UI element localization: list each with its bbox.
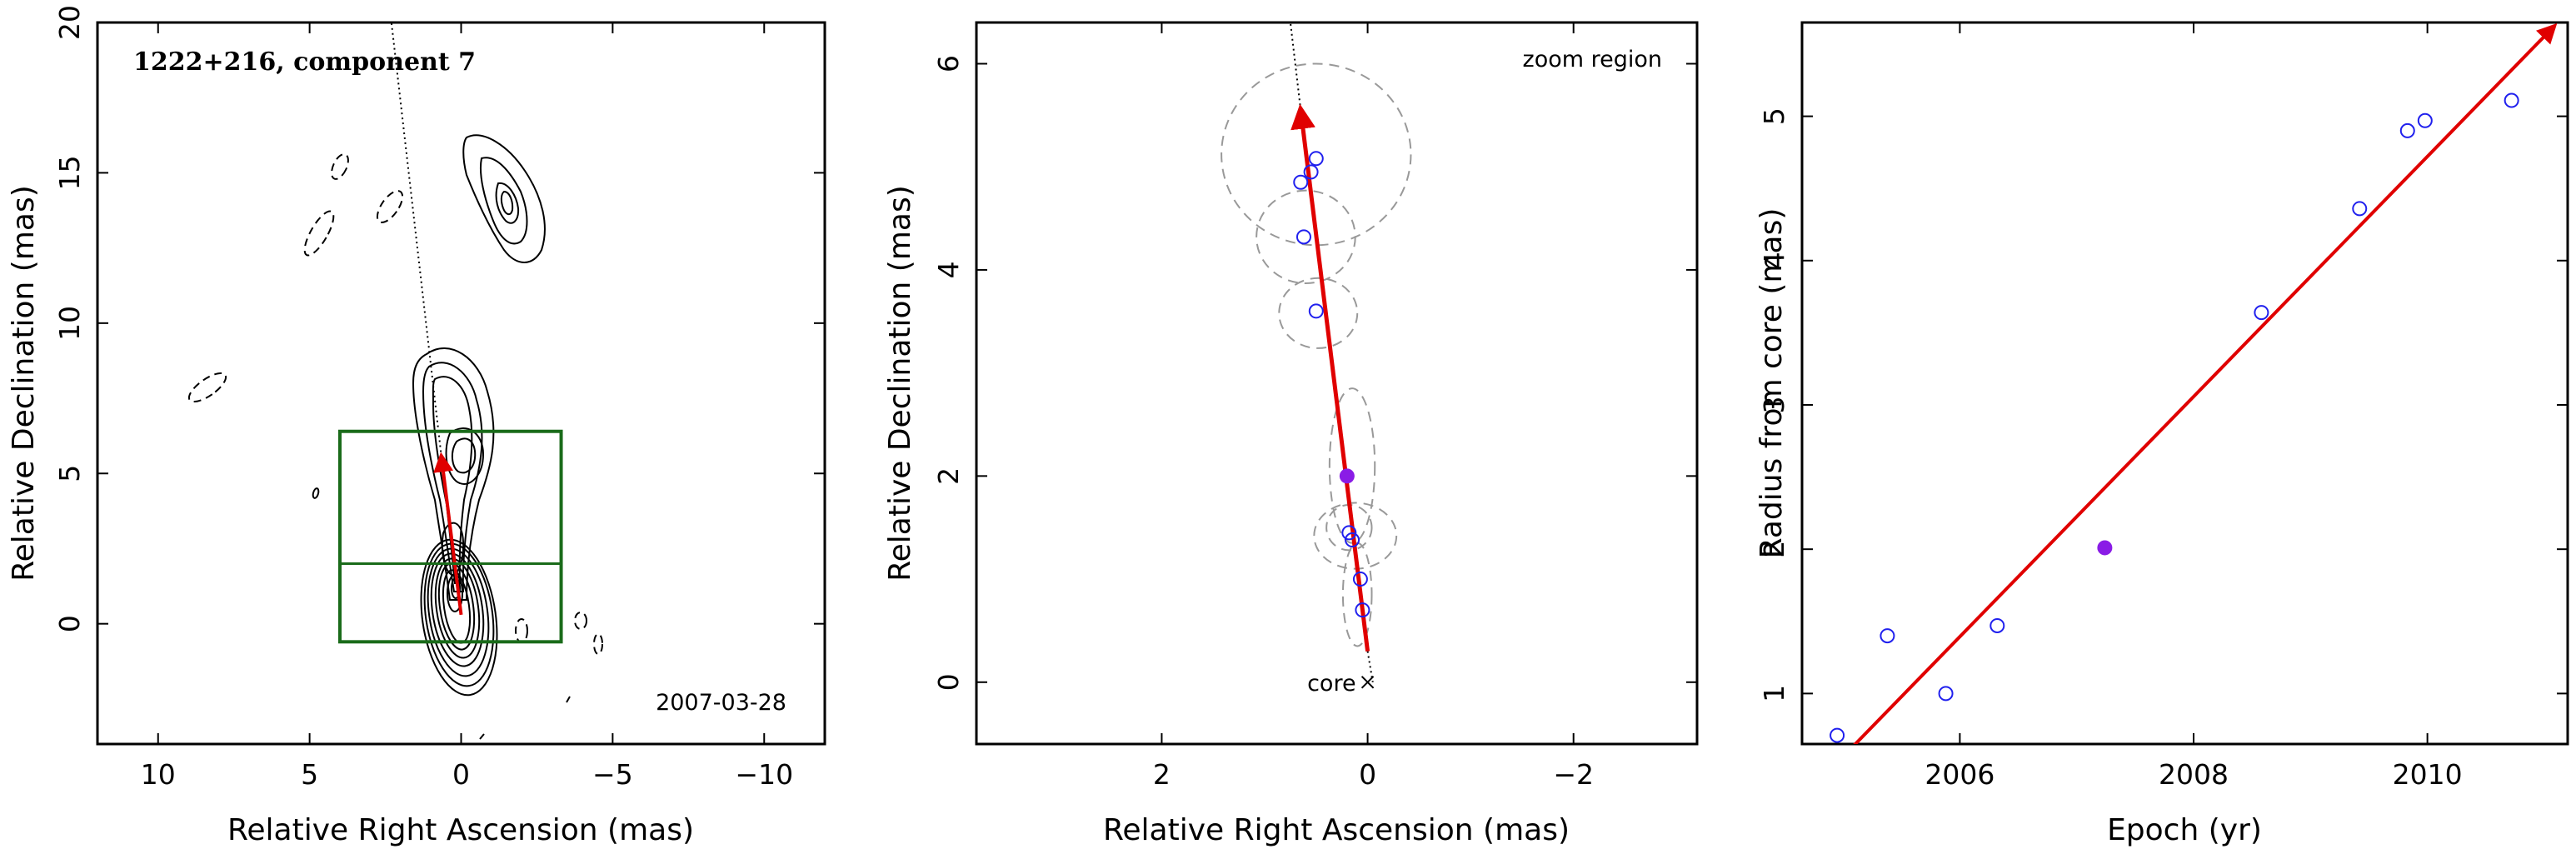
panel1-y-tick-label: 15 <box>53 155 86 190</box>
trajectory-overlay <box>390 22 463 616</box>
panel-radius-vs-epoch: 2006 2008 2010 1 2 3 4 5 Epoch (yr) Radius fro… <box>1755 21 2569 847</box>
panel2-y-tick-label: 2 <box>932 467 965 485</box>
panel3-y-tick-label: 3 <box>1758 396 1790 413</box>
data-point <box>2417 112 2433 128</box>
fit-arrow <box>1853 22 2558 744</box>
zoom-region-box <box>338 429 563 644</box>
fit-line <box>1853 22 2558 744</box>
data-point <box>2399 122 2415 138</box>
data-point <box>1989 617 2005 633</box>
panel1-y-tick-label: 10 <box>53 306 86 341</box>
data-point <box>1303 164 1319 180</box>
panel1-x-tick-label: 0 <box>452 758 470 791</box>
panel3-x-tick-label: 2008 <box>2159 758 2229 791</box>
panel-contour-map: 1222+216, component 7 2007-03-28 10 5 0 −5 −… <box>7 5 826 847</box>
data-point <box>1341 525 1357 541</box>
core-marker <box>1360 676 1375 689</box>
panel-zoom-region: zoom region core 2 0 −2 0 2 4 6 Relative Righ… <box>883 21 1699 847</box>
panel1-x-tick-label: −10 <box>735 758 793 791</box>
panel1-title: 1222+216, component 7 <box>133 47 476 77</box>
plot-frame <box>1800 21 2569 746</box>
panel2-y-axis-label: Relative Declination (mas) <box>883 185 917 582</box>
trajectory-overlay <box>1289 22 1374 682</box>
panel3-x-ticks: 2006 2008 2010 <box>1925 22 2463 791</box>
panel3-y-axis-label: Radius from core (mas) <box>1755 208 1789 559</box>
panel3-y-tick-label: 5 <box>1758 107 1790 125</box>
panel3-x-tick-label: 2010 <box>2393 758 2463 791</box>
panel1-x-ticks: 10 5 0 −5 −10 <box>141 22 793 791</box>
panel2-y-tick-label: 6 <box>932 55 965 72</box>
negative-contours <box>187 153 603 740</box>
panel1-date-label: 2007-03-28 <box>656 690 786 716</box>
error-ellipse <box>1313 502 1398 570</box>
data-point <box>1355 602 1370 618</box>
data-point <box>1352 572 1368 587</box>
panel2-x-tick-label: 0 <box>1359 758 1376 791</box>
panel1-x-tick-label: 10 <box>141 758 176 791</box>
plot-frame <box>975 21 1699 746</box>
extension-line <box>390 22 442 457</box>
extension-line <box>1289 22 1302 111</box>
panel1-x-tick-label: −5 <box>592 758 633 791</box>
panel1-x-axis-label: Relative Right Ascension (mas) <box>227 813 694 847</box>
data-point <box>1880 628 1895 644</box>
panel1-y-ticks: 0 5 10 15 20 <box>53 5 825 632</box>
data-point <box>1345 532 1360 548</box>
panel3-y-tick-label: 1 <box>1758 685 1790 702</box>
panel2-y-tick-label: 4 <box>932 261 965 278</box>
panel1-x-tick-label: 5 <box>301 758 318 791</box>
panel3-y-tick-label: 4 <box>1758 252 1790 269</box>
data-point <box>1308 151 1324 167</box>
error-ellipse <box>1221 62 1412 247</box>
plot-frame <box>96 21 826 746</box>
data-point <box>2254 305 2269 321</box>
panel2-y-ticks: 0 2 4 6 <box>932 55 1697 691</box>
panel3-x-axis-label: Epoch (yr) <box>2107 813 2262 847</box>
data-point-highlight <box>1339 468 1355 484</box>
core-cross <box>1360 676 1375 689</box>
data-point <box>2504 92 2519 108</box>
panel1-y-tick-label: 20 <box>53 5 86 40</box>
panel1-y-tick-label: 5 <box>53 465 86 482</box>
data-point <box>2352 201 2368 217</box>
error-ellipse <box>1278 277 1359 349</box>
panel1-y-axis-label: Relative Declination (mas) <box>7 185 41 582</box>
radius-points <box>1830 92 2519 743</box>
panel2-y-tick-label: 0 <box>932 673 965 691</box>
contour-lines <box>412 134 546 697</box>
panel2-x-tick-label: 2 <box>1153 758 1171 791</box>
zoom-box-outline <box>338 429 563 644</box>
panel2-x-axis-label: Relative Right Ascension (mas) <box>1103 813 1570 847</box>
data-point <box>1295 229 1311 245</box>
data-point <box>1308 303 1324 319</box>
data-point <box>1938 686 1954 702</box>
error-ellipse <box>1256 189 1356 284</box>
panel2-note: zoom region <box>1523 47 1662 72</box>
position-points <box>1293 151 1370 618</box>
core-label: core <box>1307 671 1355 697</box>
panel3-y-tick-label: 2 <box>1758 541 1790 558</box>
data-point <box>1293 174 1309 190</box>
data-point <box>1830 727 1845 743</box>
panel2-x-ticks: 2 0 −2 <box>1153 22 1594 791</box>
panel2-x-tick-label: −2 <box>1553 758 1594 791</box>
data-point-highlight <box>2097 540 2113 556</box>
trajectory-arrow <box>1290 103 1370 652</box>
panel1-y-tick-label: 0 <box>53 615 86 632</box>
beam-marker <box>312 487 320 499</box>
panel3-x-tick-label: 2006 <box>1925 758 1994 791</box>
panel3-y-ticks: 1 2 3 4 5 <box>1758 107 2568 702</box>
trajectory-arrow <box>433 452 463 616</box>
